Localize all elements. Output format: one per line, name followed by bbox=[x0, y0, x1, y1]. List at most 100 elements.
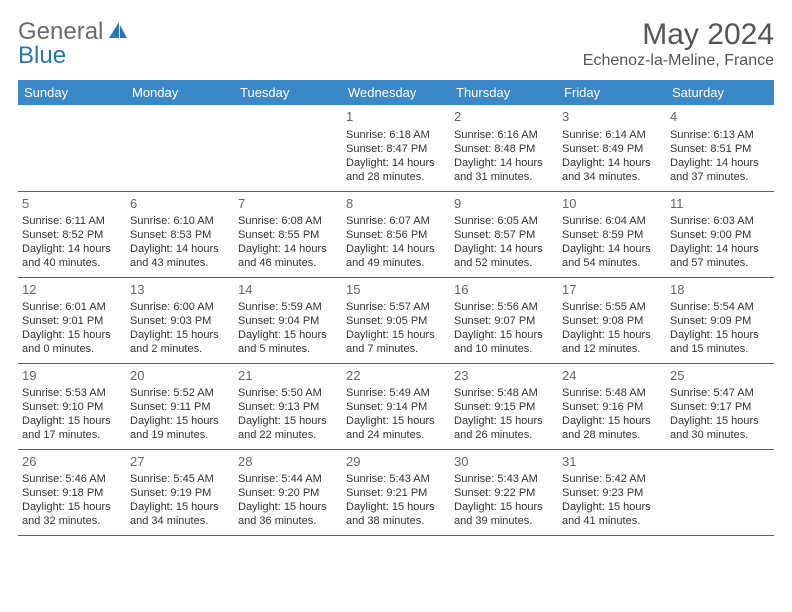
sunrise-line: Sunrise: 6:11 AM bbox=[22, 214, 122, 228]
daylight-line: Daylight: 15 hours and 17 minutes. bbox=[22, 414, 122, 442]
calendar-cell: 24Sunrise: 5:48 AMSunset: 9:16 PMDayligh… bbox=[558, 363, 666, 449]
sunset-line: Sunset: 9:20 PM bbox=[238, 486, 338, 500]
calendar-cell: 8Sunrise: 6:07 AMSunset: 8:56 PMDaylight… bbox=[342, 191, 450, 277]
sunset-line: Sunset: 9:15 PM bbox=[454, 400, 554, 414]
sunset-line: Sunset: 9:10 PM bbox=[22, 400, 122, 414]
sunrise-line: Sunrise: 5:42 AM bbox=[562, 472, 662, 486]
calendar-cell: 30Sunrise: 5:43 AMSunset: 9:22 PMDayligh… bbox=[450, 449, 558, 535]
day-number: 17 bbox=[562, 282, 662, 299]
calendar-cell: 16Sunrise: 5:56 AMSunset: 9:07 PMDayligh… bbox=[450, 277, 558, 363]
sunset-line: Sunset: 9:04 PM bbox=[238, 314, 338, 328]
day-number: 7 bbox=[238, 196, 338, 213]
sunset-line: Sunset: 9:01 PM bbox=[22, 314, 122, 328]
sunrise-line: Sunrise: 5:48 AM bbox=[454, 386, 554, 400]
calendar-cell bbox=[666, 449, 774, 535]
weekday-header: Tuesday bbox=[234, 80, 342, 105]
sunset-line: Sunset: 9:05 PM bbox=[346, 314, 446, 328]
daylight-line: Daylight: 14 hours and 54 minutes. bbox=[562, 242, 662, 270]
sunrise-line: Sunrise: 5:47 AM bbox=[670, 386, 770, 400]
header: General May 2024 Echenoz-la-Meline, Fran… bbox=[18, 18, 774, 70]
sunrise-line: Sunrise: 5:43 AM bbox=[346, 472, 446, 486]
sunrise-line: Sunrise: 6:13 AM bbox=[670, 128, 770, 142]
day-number: 2 bbox=[454, 109, 554, 126]
calendar-cell: 6Sunrise: 6:10 AMSunset: 8:53 PMDaylight… bbox=[126, 191, 234, 277]
day-number: 13 bbox=[130, 282, 230, 299]
sunrise-line: Sunrise: 6:00 AM bbox=[130, 300, 230, 314]
sunset-line: Sunset: 9:11 PM bbox=[130, 400, 230, 414]
sunrise-line: Sunrise: 5:56 AM bbox=[454, 300, 554, 314]
daylight-line: Daylight: 14 hours and 57 minutes. bbox=[670, 242, 770, 270]
sunrise-line: Sunrise: 6:01 AM bbox=[22, 300, 122, 314]
sunrise-line: Sunrise: 5:49 AM bbox=[346, 386, 446, 400]
location-text: Echenoz-la-Meline, France bbox=[583, 52, 774, 70]
sunset-line: Sunset: 8:59 PM bbox=[562, 228, 662, 242]
sunrise-line: Sunrise: 6:03 AM bbox=[670, 214, 770, 228]
weekday-header: Thursday bbox=[450, 80, 558, 105]
sunset-line: Sunset: 8:53 PM bbox=[130, 228, 230, 242]
daylight-line: Daylight: 15 hours and 19 minutes. bbox=[130, 414, 230, 442]
day-number: 23 bbox=[454, 368, 554, 385]
sunset-line: Sunset: 9:13 PM bbox=[238, 400, 338, 414]
day-number: 19 bbox=[22, 368, 122, 385]
daylight-line: Daylight: 14 hours and 28 minutes. bbox=[346, 156, 446, 184]
sunset-line: Sunset: 9:00 PM bbox=[670, 228, 770, 242]
sail-icon bbox=[107, 20, 129, 45]
sunset-line: Sunset: 8:47 PM bbox=[346, 142, 446, 156]
weekday-header: Saturday bbox=[666, 80, 774, 105]
calendar-cell: 31Sunrise: 5:42 AMSunset: 9:23 PMDayligh… bbox=[558, 449, 666, 535]
sunrise-line: Sunrise: 5:45 AM bbox=[130, 472, 230, 486]
weekday-header: Monday bbox=[126, 80, 234, 105]
sunset-line: Sunset: 9:03 PM bbox=[130, 314, 230, 328]
daylight-line: Daylight: 15 hours and 22 minutes. bbox=[238, 414, 338, 442]
sunset-line: Sunset: 8:49 PM bbox=[562, 142, 662, 156]
daylight-line: Daylight: 14 hours and 46 minutes. bbox=[238, 242, 338, 270]
daylight-line: Daylight: 15 hours and 2 minutes. bbox=[130, 328, 230, 356]
sunset-line: Sunset: 9:08 PM bbox=[562, 314, 662, 328]
sunrise-line: Sunrise: 5:46 AM bbox=[22, 472, 122, 486]
sunrise-line: Sunrise: 6:08 AM bbox=[238, 214, 338, 228]
daylight-line: Daylight: 15 hours and 15 minutes. bbox=[670, 328, 770, 356]
daylight-line: Daylight: 14 hours and 37 minutes. bbox=[670, 156, 770, 184]
daylight-line: Daylight: 15 hours and 30 minutes. bbox=[670, 414, 770, 442]
calendar-cell: 3Sunrise: 6:14 AMSunset: 8:49 PMDaylight… bbox=[558, 105, 666, 191]
calendar-cell: 19Sunrise: 5:53 AMSunset: 9:10 PMDayligh… bbox=[18, 363, 126, 449]
sunrise-line: Sunrise: 6:14 AM bbox=[562, 128, 662, 142]
calendar-cell: 28Sunrise: 5:44 AMSunset: 9:20 PMDayligh… bbox=[234, 449, 342, 535]
calendar-cell: 2Sunrise: 6:16 AMSunset: 8:48 PMDaylight… bbox=[450, 105, 558, 191]
day-number: 15 bbox=[346, 282, 446, 299]
weekday-header-row: SundayMondayTuesdayWednesdayThursdayFrid… bbox=[18, 80, 774, 105]
day-number: 21 bbox=[238, 368, 338, 385]
calendar-cell: 26Sunrise: 5:46 AMSunset: 9:18 PMDayligh… bbox=[18, 449, 126, 535]
sunset-line: Sunset: 9:16 PM bbox=[562, 400, 662, 414]
sunset-line: Sunset: 9:18 PM bbox=[22, 486, 122, 500]
daylight-line: Daylight: 15 hours and 10 minutes. bbox=[454, 328, 554, 356]
calendar-cell bbox=[18, 105, 126, 191]
logo-blue-wrap: Blue bbox=[18, 42, 66, 70]
day-number: 28 bbox=[238, 454, 338, 471]
day-number: 8 bbox=[346, 196, 446, 213]
day-number: 12 bbox=[22, 282, 122, 299]
daylight-line: Daylight: 14 hours and 34 minutes. bbox=[562, 156, 662, 184]
sunset-line: Sunset: 9:22 PM bbox=[454, 486, 554, 500]
daylight-line: Daylight: 15 hours and 12 minutes. bbox=[562, 328, 662, 356]
calendar-cell: 17Sunrise: 5:55 AMSunset: 9:08 PMDayligh… bbox=[558, 277, 666, 363]
day-number: 11 bbox=[670, 196, 770, 213]
calendar-cell: 23Sunrise: 5:48 AMSunset: 9:15 PMDayligh… bbox=[450, 363, 558, 449]
day-number: 30 bbox=[454, 454, 554, 471]
daylight-line: Daylight: 15 hours and 24 minutes. bbox=[346, 414, 446, 442]
calendar-cell bbox=[234, 105, 342, 191]
sunrise-line: Sunrise: 5:57 AM bbox=[346, 300, 446, 314]
day-number: 10 bbox=[562, 196, 662, 213]
title-block: May 2024 Echenoz-la-Meline, France bbox=[583, 18, 774, 70]
daylight-line: Daylight: 15 hours and 5 minutes. bbox=[238, 328, 338, 356]
sunset-line: Sunset: 9:14 PM bbox=[346, 400, 446, 414]
sunrise-line: Sunrise: 6:16 AM bbox=[454, 128, 554, 142]
weekday-header: Friday bbox=[558, 80, 666, 105]
sunset-line: Sunset: 9:21 PM bbox=[346, 486, 446, 500]
daylight-line: Daylight: 14 hours and 49 minutes. bbox=[346, 242, 446, 270]
sunset-line: Sunset: 9:09 PM bbox=[670, 314, 770, 328]
calendar-cell: 14Sunrise: 5:59 AMSunset: 9:04 PMDayligh… bbox=[234, 277, 342, 363]
sunrise-line: Sunrise: 5:52 AM bbox=[130, 386, 230, 400]
day-number: 16 bbox=[454, 282, 554, 299]
calendar-cell: 4Sunrise: 6:13 AMSunset: 8:51 PMDaylight… bbox=[666, 105, 774, 191]
